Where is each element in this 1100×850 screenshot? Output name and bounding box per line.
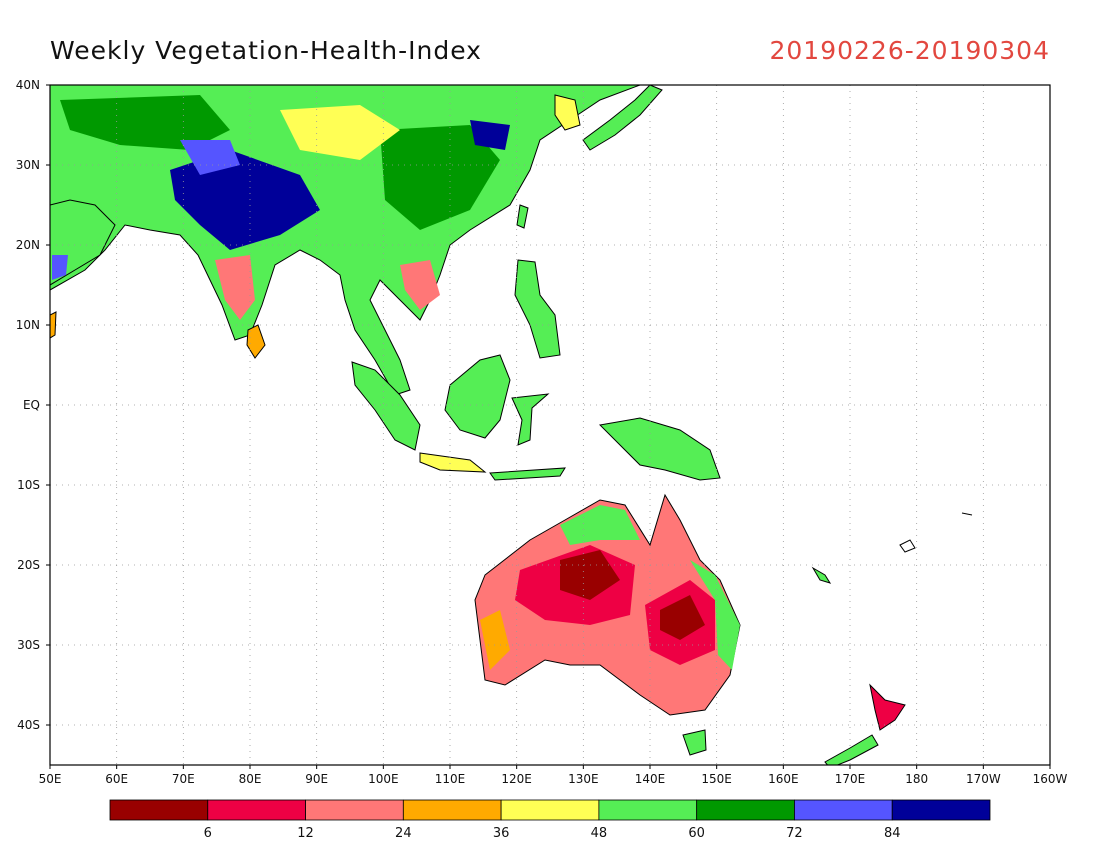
colorbar-swatch <box>598 799 698 821</box>
madagascar-edge <box>50 311 57 339</box>
colorbar-label: 36 <box>493 826 510 841</box>
longitude-tick-label: 130E <box>568 772 599 786</box>
blue-patch-east-china <box>470 120 510 150</box>
indochina-red-patch <box>400 260 440 310</box>
sri-lanka <box>246 324 266 359</box>
new-zealand-north <box>869 683 906 731</box>
colorbar-swatch <box>305 799 404 821</box>
longitude-tick-label: 140E <box>635 772 666 786</box>
latitude-tick-label: 20N <box>16 238 40 252</box>
longitude-tick-label: 170W <box>966 772 1001 786</box>
java <box>419 452 487 473</box>
latitude-tick-label: 30S <box>17 638 40 652</box>
longitude-tick-label: 80E <box>239 772 262 786</box>
latitude-tick-label: 20S <box>17 558 40 572</box>
australia-dark-red-center <box>560 550 620 600</box>
latitude-tick-label: 30N <box>16 158 40 172</box>
longitude-tick-label: 90E <box>305 772 328 786</box>
longitude-tick-label: 70E <box>172 772 195 786</box>
yellow-patch-china <box>280 105 400 160</box>
colorbar-swatch <box>500 799 600 821</box>
latitude-tick-label: 10N <box>16 318 40 332</box>
longitude-tick-label: 160E <box>768 772 799 786</box>
colorbar-label: 48 <box>591 826 608 841</box>
colorbar-label: 84 <box>884 826 901 841</box>
samoa-outline <box>961 512 973 516</box>
longitude-tick-label: 110E <box>435 772 466 786</box>
colorbar-swatch <box>402 799 502 821</box>
india-light-blue-patch <box>180 140 240 175</box>
sulawesi <box>511 393 550 446</box>
longitude-tick-label: 100E <box>368 772 399 786</box>
colorbar-swatch <box>891 799 991 821</box>
asia-forest-patch <box>60 95 230 150</box>
colorbar-label: 6 <box>204 826 212 841</box>
sumatra <box>351 361 421 451</box>
australia-orange-southwest <box>480 610 510 670</box>
australia-dark-red-east <box>660 595 705 640</box>
colorbar-label: 60 <box>688 826 705 841</box>
fiji-outline <box>899 539 916 553</box>
latitude-tick-label: 40S <box>17 718 40 732</box>
colorbar-swatch <box>109 799 209 821</box>
australia-green-north <box>560 505 640 545</box>
map-frame <box>49 84 1051 766</box>
date-range: 20190226-20190304 <box>769 36 1050 65</box>
longitude-tick-label: 170E <box>835 772 866 786</box>
latitude-tick-label: EQ <box>23 398 40 412</box>
lesser-sunda-islands <box>489 467 566 481</box>
borneo <box>444 354 511 439</box>
colorbar-label: 24 <box>395 826 412 841</box>
latitude-labels: 40N 30N 20N 10N EQ 10S 20S 30S 40S <box>16 78 50 732</box>
colorbar-swatch <box>696 799 795 821</box>
asia-forest-patch-east <box>380 125 500 230</box>
colorbar-label: 72 <box>786 826 803 841</box>
korea-peninsula <box>554 94 581 131</box>
india-orange-patch <box>215 255 255 320</box>
japan-islands <box>582 85 663 151</box>
latitude-tick-label: 10S <box>17 478 40 492</box>
philippines <box>514 259 561 359</box>
new-caledonia <box>811 566 832 584</box>
new-guinea <box>598 417 721 481</box>
colorbar-swatch <box>794 799 893 821</box>
colorbar: 6 12 24 36 48 60 72 84 <box>109 799 991 841</box>
longitude-tick-label: 180 <box>905 772 928 786</box>
colorbar-swatch <box>207 799 306 821</box>
india-blue-patch <box>170 150 320 250</box>
colorbar-label: 12 <box>297 826 314 841</box>
longitude-tick-label: 150E <box>701 772 732 786</box>
new-zealand-south <box>824 734 879 765</box>
arabia-blue-patch <box>52 255 68 280</box>
longitude-labels: 50E 60E 70E 80E 90E 100E 110E 120E 130E 140E 150E 1… <box>39 765 1068 786</box>
taiwan <box>516 204 529 229</box>
land-layer <box>50 85 973 765</box>
latitude-tick-label: 40N <box>16 78 40 92</box>
longitude-tick-label: 50E <box>39 772 62 786</box>
longitude-tick-label: 120E <box>501 772 532 786</box>
australia-green-east-coast <box>690 560 740 670</box>
longitude-tick-label: 60E <box>105 772 128 786</box>
tasmania <box>682 729 707 756</box>
longitude-tick-label: 160W <box>1033 772 1068 786</box>
map-title: Weekly Vegetation-Health-Index <box>50 36 482 65</box>
